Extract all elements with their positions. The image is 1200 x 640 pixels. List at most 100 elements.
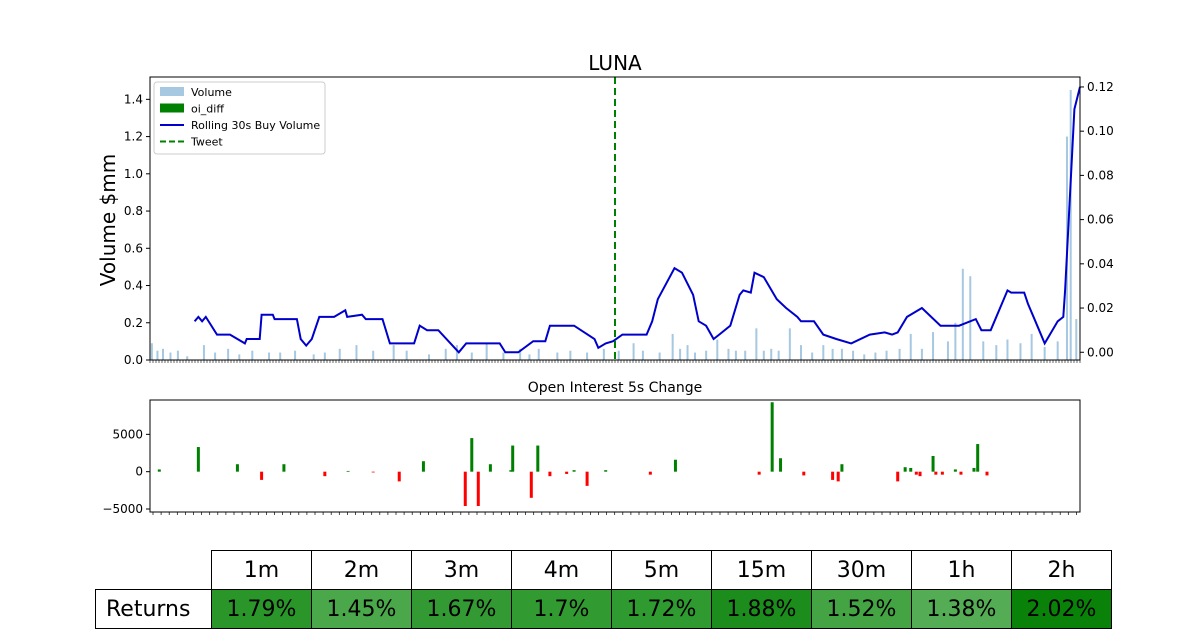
volume-bar <box>485 343 488 360</box>
volume-bar <box>920 348 923 360</box>
volume-bar <box>537 348 540 360</box>
oi-diff-bar <box>476 471 480 507</box>
returns-value-row: Returns 1.79% 1.45% 1.67% 1.7% 1.72% 1.8… <box>95 589 1112 629</box>
volume-bar <box>519 348 522 360</box>
return-value-4m: 1.7% <box>511 589 612 629</box>
volume-bar <box>186 356 189 360</box>
volume-bar <box>1019 343 1022 360</box>
volume-bar <box>852 350 855 360</box>
oi-diff-bar <box>953 469 957 472</box>
volume-bar <box>641 350 644 360</box>
volume-bar <box>1006 339 1009 360</box>
volume-bar <box>831 348 834 360</box>
volume-bar <box>693 352 696 360</box>
oi-diff-bar <box>959 471 963 475</box>
legend: Volume oi_diff Rolling 30s Buy Volume Tweet <box>153 81 326 155</box>
header-cell-1h: 1h <box>911 550 1012 590</box>
oi-y-tick-label: 5000 <box>112 427 143 441</box>
volume-bar <box>946 341 949 360</box>
volume-bar <box>569 350 572 360</box>
oi-diff-bar <box>931 456 935 472</box>
legend-swatch <box>160 87 184 96</box>
volume-bar <box>392 345 395 360</box>
volume-bar <box>1056 341 1059 360</box>
oi-diff-bar <box>572 470 576 472</box>
volume-bar <box>679 348 682 360</box>
return-value-2h: 2.02% <box>1011 589 1112 629</box>
oi-diff-bar <box>529 471 533 498</box>
header-cell-4m: 4m <box>511 550 612 590</box>
y-tick-label: 1.2 <box>124 130 143 144</box>
y2-tick-label: 0.00 <box>1087 345 1114 359</box>
y-tick-label: 0.0 <box>124 353 143 367</box>
header-cell-5m: 5m <box>611 550 712 590</box>
return-value-5m: 1.72% <box>611 589 712 629</box>
volume-bar <box>1069 90 1072 360</box>
oi-diff-bar <box>779 458 783 472</box>
return-value-1m: 1.79% <box>211 589 312 629</box>
oi-y-tick-label: 0 <box>135 465 143 479</box>
y2-tick-label: 0.06 <box>1087 213 1114 227</box>
return-value-30m: 1.52% <box>811 589 912 629</box>
volume-bar <box>954 322 957 360</box>
oi-diff-bar <box>940 471 944 475</box>
volume-bar <box>176 350 179 360</box>
main-chart-title: LUNA <box>588 51 642 75</box>
oi-diff-bar <box>371 471 375 473</box>
volume-bar <box>323 352 326 360</box>
volume-bar <box>995 345 998 360</box>
volume-bar <box>444 348 447 360</box>
oi-diff-bar <box>346 470 350 472</box>
y-tick-label: 1.0 <box>124 167 143 181</box>
volume-bar <box>969 276 972 360</box>
oi-diff-bar <box>903 467 907 472</box>
volume-bar <box>502 352 505 360</box>
y-tick-label: 0.8 <box>124 204 143 218</box>
volume-bar <box>338 348 341 360</box>
volume-bar <box>705 350 708 360</box>
oi-diff-bar <box>909 467 913 472</box>
y2-tick-label: 0.02 <box>1087 301 1114 315</box>
volume-bar <box>874 352 877 360</box>
volume-bar <box>898 348 901 360</box>
return-value-1h: 1.38% <box>911 589 1012 629</box>
y-tick-label: 0.2 <box>124 316 143 330</box>
y2-tick-label: 0.10 <box>1087 124 1114 138</box>
header-cell-1m: 1m <box>211 550 312 590</box>
volume-bar <box>961 268 964 360</box>
oi-diff-bar <box>323 471 327 477</box>
oi-diff-bar <box>976 444 980 472</box>
volume-bar <box>932 332 935 360</box>
oi-diff-bar <box>985 471 989 476</box>
oi-diff-bar <box>421 461 425 472</box>
volume-bar <box>405 350 408 360</box>
volume-bar <box>162 348 165 360</box>
oi-diff-bar <box>831 471 835 480</box>
volume-bar <box>251 350 254 360</box>
oi-diff-bar <box>235 464 239 472</box>
oi-diff-bar <box>840 464 844 472</box>
return-value-2m: 1.45% <box>311 589 412 629</box>
empty-corner-cell <box>96 551 212 590</box>
oi-diff-bar <box>470 438 474 472</box>
oi-diff-bar <box>896 471 900 482</box>
oi-y-tick-label: −5000 <box>102 502 143 516</box>
returns-table: 1m 2m 3m 4m 5m 15m 30m 1h 2h Returns 1.7… <box>95 550 1112 629</box>
volume-bar <box>169 352 172 360</box>
volume-bar <box>716 339 719 360</box>
y-tick-label: 0.6 <box>124 241 143 255</box>
legend-label: Rolling 30s Buy Volume <box>191 119 320 132</box>
y2-tick-label: 0.04 <box>1087 257 1114 271</box>
oi-diff-bar <box>604 470 608 472</box>
legend-label: Tweet <box>190 136 223 149</box>
y2-tick-label: 0.12 <box>1087 80 1114 94</box>
oi-diff-bar <box>585 471 589 486</box>
header-cell-2m: 2m <box>311 550 412 590</box>
volume-bar <box>202 345 205 360</box>
oi-diff-bar <box>157 469 161 472</box>
volume-bar <box>658 352 661 360</box>
volume-bar <box>1043 346 1046 360</box>
volume-bar <box>863 354 866 360</box>
volume-bar <box>811 352 814 360</box>
oi-diff-bar <box>282 464 286 472</box>
